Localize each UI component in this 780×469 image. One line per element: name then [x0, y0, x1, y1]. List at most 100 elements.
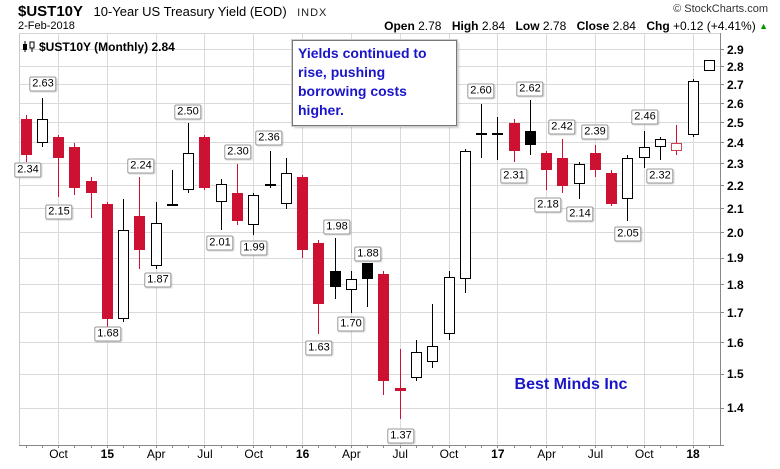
y-axis-label: 2.6 [727, 96, 744, 111]
x-tick-mark [415, 445, 417, 448]
x-tick-mark [513, 445, 515, 448]
y-axis-label: 1.6 [727, 335, 744, 350]
y-axis-label: 2.3 [727, 156, 744, 171]
candle-body-Aug-2016 [410, 352, 422, 378]
x-tick-mark [285, 445, 287, 448]
y-axis-label: 2.1 [727, 201, 744, 216]
price-callout-2.31: 2.31 [500, 168, 528, 184]
x-axis-label: Jul [197, 447, 213, 461]
price-callout-2.34: 2.34 [14, 162, 42, 178]
h-gridline [20, 342, 720, 344]
x-axis-label: 18 [686, 447, 700, 461]
x-tick-mark [448, 445, 450, 448]
price-callout-2.39: 2.39 [581, 124, 609, 140]
price-callout-2.63: 2.63 [29, 76, 57, 92]
open-label: Open [384, 19, 415, 33]
price-callout-2.32: 2.32 [646, 168, 674, 184]
y-tick-mark [720, 142, 724, 144]
y-axis-label: 1.9 [727, 251, 744, 266]
candle-body-Sep-2014 [36, 118, 48, 143]
v-gridline [497, 34, 499, 445]
candle-wick-Jul-2016 [399, 348, 401, 420]
price-callout-1.87: 1.87 [144, 272, 172, 288]
x-axis-line [19, 445, 724, 446]
high-label: High [451, 19, 479, 33]
price-callout-1.98: 1.98 [323, 219, 351, 235]
price-callout-1.70: 1.70 [337, 316, 365, 332]
exchange-label: INDX [297, 7, 328, 19]
h-gridline [20, 208, 720, 210]
candle-wick-Dec-2016 [481, 103, 483, 158]
candle-wick-Nov-2017 [660, 136, 662, 160]
x-tick-mark [627, 445, 629, 448]
price-callout-2.01: 2.01 [206, 235, 234, 251]
price-callout-2.60: 2.60 [467, 83, 495, 99]
candle-body-Mar-2017 [524, 130, 536, 145]
x-axis-label: Oct [634, 447, 654, 461]
x-axis-label: Apr [342, 447, 361, 461]
price-callout-1.63: 1.63 [305, 340, 333, 356]
y-tick-mark [720, 103, 724, 104]
x-tick-mark [350, 445, 352, 448]
candle-body-Mar-2015 [134, 215, 146, 251]
candle-wick-Sep-2016 [432, 304, 434, 368]
candle-body-Aug-2015 [215, 183, 227, 202]
y-axis-label: 1.4 [727, 401, 744, 416]
candle-body-Apr-2016 [345, 279, 357, 291]
x-axis-label: Oct [439, 447, 459, 461]
x-axis-label: Jul [392, 447, 408, 461]
open-value: 2.78 [418, 19, 442, 33]
price-callout-2.62: 2.62 [516, 81, 544, 97]
x-axis-label: 17 [491, 447, 505, 461]
candle-body-Apr-2017 [541, 153, 553, 171]
candle-body-Nov-2017 [655, 138, 667, 148]
v-gridline [594, 34, 596, 445]
price-callout-1.68: 1.68 [94, 326, 122, 342]
candle-body-Sep-2016 [427, 345, 439, 362]
x-tick-mark [123, 445, 125, 448]
x-tick-mark [594, 445, 596, 448]
x-tick-mark [432, 445, 434, 448]
candle-body-Oct-2017 [638, 147, 650, 158]
x-tick-mark [383, 445, 385, 448]
x-tick-mark [643, 445, 645, 448]
candle-body-Dec-2015 [280, 172, 292, 205]
chg-label: Chg [646, 19, 670, 33]
candlestick-chart-icon [23, 41, 35, 52]
price-callout-2.05: 2.05 [614, 226, 642, 242]
x-tick-mark [578, 445, 580, 448]
candle-wick-Oct-2014 [58, 134, 60, 198]
candle-body-Oct-2015 [248, 194, 260, 226]
candle-body-Nov-2016 [459, 151, 471, 280]
x-axis-label: 16 [295, 447, 310, 461]
v-gridline [204, 34, 206, 445]
price-callout-2.18: 2.18 [534, 197, 562, 213]
y-axis-label: 2.9 [727, 42, 744, 57]
x-tick-mark [171, 445, 173, 448]
y-axis-label: 1.5 [727, 367, 744, 382]
candle-wick-Apr-2016 [350, 271, 352, 313]
candle-wick-May-2015 [171, 170, 173, 207]
x-axis-label: Oct [244, 447, 264, 461]
h-gridline [20, 284, 720, 286]
x-tick-mark [692, 445, 694, 448]
h-gridline [20, 185, 720, 187]
candle-body-May-2016 [362, 263, 374, 280]
candle-wick-Mar-2016 [334, 237, 336, 299]
y-axis-label: 2.4 [727, 135, 744, 150]
candle-body-Jan-2015 [101, 204, 113, 319]
x-tick-mark [676, 445, 678, 448]
chart-title-row: $UST10Y 10-Year US Treasury Yield (EOD) … [18, 3, 327, 21]
candle-body-Dec-2016 [476, 132, 488, 135]
candle-body-Sep-2017 [622, 157, 634, 200]
ohlc-summary: Open 2.78 High 2.84 Low 2.78 Close 2.84 … [384, 19, 768, 33]
x-tick-mark [302, 445, 304, 448]
price-callout-2.50: 2.50 [174, 104, 202, 120]
v-gridline [253, 34, 255, 445]
h-gridline [20, 232, 720, 234]
candle-body-Aug-2017 [606, 172, 618, 205]
x-tick-mark [253, 445, 255, 448]
candle-body-Feb-2015 [118, 230, 130, 319]
y-tick-mark [720, 407, 724, 409]
